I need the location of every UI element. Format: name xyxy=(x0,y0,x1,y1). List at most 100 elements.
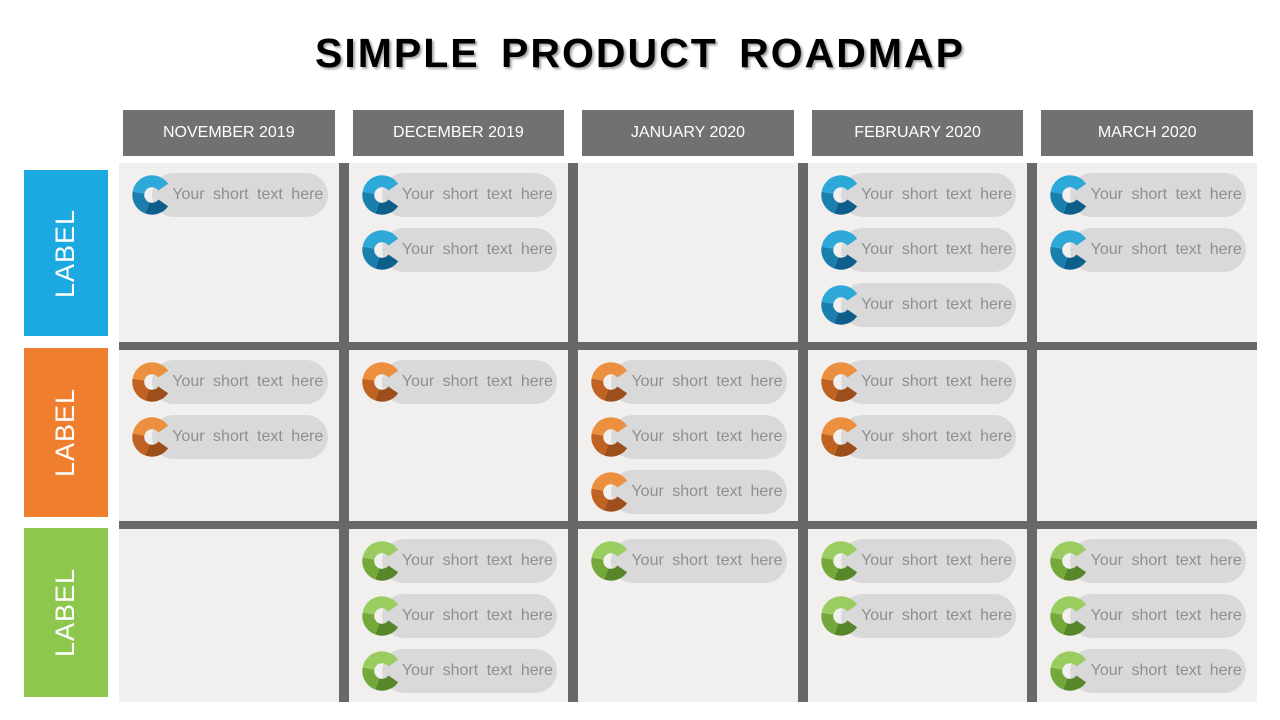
roadmap-item[interactable]: Your short text here xyxy=(819,173,1017,217)
item-text: Your short text here xyxy=(401,186,553,203)
item-text: Your short text here xyxy=(861,296,1013,313)
roadmap-item[interactable]: Your short text here xyxy=(819,228,1017,272)
grid-cell-row3-col5: Your short text here Your short text here… xyxy=(1037,529,1257,702)
roadmap-item[interactable]: Your short text here xyxy=(819,283,1017,327)
item-text: Your short text here xyxy=(1090,241,1242,258)
item-text: Your short text here xyxy=(861,552,1013,569)
crescent-icon xyxy=(360,594,404,638)
crescent-icon xyxy=(589,360,633,404)
item-text: Your short text here xyxy=(401,241,553,258)
grid-cell-row1-col4: Your short text here Your short text here… xyxy=(807,163,1028,342)
roadmap-item[interactable]: Your short text here xyxy=(1048,228,1246,272)
row-label-orange[interactable]: LABEL xyxy=(24,348,108,517)
item-pill[interactable]: Your short text here xyxy=(152,415,328,459)
column-header-2: DECEMBER 2019 xyxy=(352,110,565,156)
row-label-green[interactable]: LABEL xyxy=(24,528,108,697)
crescent-icon xyxy=(589,415,633,459)
roadmap-item[interactable]: Your short text here xyxy=(589,360,787,404)
crescent-icon xyxy=(360,649,404,693)
roadmap-item[interactable]: Your short text here xyxy=(1048,539,1246,583)
crescent-icon xyxy=(1048,173,1092,217)
grid-cell-row2-col1: Your short text here Your short text here xyxy=(119,350,339,521)
roadmap-item[interactable]: Your short text here xyxy=(1048,649,1246,693)
item-pill[interactable]: Your short text here xyxy=(611,360,787,404)
roadmap-item[interactable]: Your short text here xyxy=(130,173,328,217)
crescent-icon xyxy=(819,228,863,272)
row-label-blue[interactable]: LABEL xyxy=(24,170,108,336)
column-headers-row: NOVEMBER 2019 DECEMBER 2019 JANUARY 2020 FE… xyxy=(119,110,1257,156)
roadmap-item[interactable]: Your short text here xyxy=(819,539,1017,583)
roadmap-item[interactable]: Your short text here xyxy=(360,228,558,272)
item-pill[interactable]: Your short text here xyxy=(381,173,558,217)
grid-cell-row3-col3: Your short text here xyxy=(578,529,798,702)
item-text: Your short text here xyxy=(861,373,1013,390)
slide-title: SIMPLE PRODUCT ROADMAP xyxy=(315,30,965,76)
crescent-icon xyxy=(1048,539,1092,583)
item-pill[interactable]: Your short text here xyxy=(840,228,1017,272)
item-pill[interactable]: Your short text here xyxy=(840,283,1017,327)
grid-cell-row3-col1 xyxy=(119,529,339,702)
item-text: Your short text here xyxy=(172,186,324,203)
column-header-label: MARCH 2020 xyxy=(1097,124,1197,141)
crescent-icon xyxy=(819,539,863,583)
item-pill[interactable]: Your short text here xyxy=(840,173,1017,217)
column-header-label: FEBRUARY 2020 xyxy=(854,124,981,141)
item-pill[interactable]: Your short text here xyxy=(152,360,328,404)
item-pill[interactable]: Your short text here xyxy=(381,649,558,693)
item-pill[interactable]: Your short text here xyxy=(1070,539,1246,583)
crescent-icon xyxy=(1048,649,1092,693)
column-header-label: NOVEMBER 2019 xyxy=(162,124,295,141)
roadmap-item[interactable]: Your short text here xyxy=(819,594,1017,638)
crescent-icon xyxy=(130,173,174,217)
item-text: Your short text here xyxy=(631,373,783,390)
roadmap-item[interactable]: Your short text here xyxy=(360,173,558,217)
roadmap-item[interactable]: Your short text here xyxy=(360,539,558,583)
grid-cell-row2-col2: Your short text here xyxy=(348,350,569,521)
item-pill[interactable]: Your short text here xyxy=(840,594,1017,638)
roadmap-item[interactable]: Your short text here xyxy=(819,415,1017,459)
item-pill[interactable]: Your short text here xyxy=(381,539,558,583)
item-pill[interactable]: Your short text here xyxy=(1070,228,1246,272)
item-pill[interactable]: Your short text here xyxy=(840,360,1017,404)
column-header-label: DECEMBER 2019 xyxy=(393,124,524,141)
roadmap-item[interactable]: Your short text here xyxy=(589,470,787,514)
item-pill[interactable]: Your short text here xyxy=(1070,649,1246,693)
grid-cell-row1-col5: Your short text here Your short text here xyxy=(1037,163,1257,342)
item-pill[interactable]: Your short text here xyxy=(1070,594,1246,638)
roadmap-item[interactable]: Your short text here xyxy=(819,360,1017,404)
roadmap-item[interactable]: Your short text here xyxy=(130,360,328,404)
crescent-icon xyxy=(819,415,863,459)
item-pill[interactable]: Your short text here xyxy=(611,539,787,583)
item-text: Your short text here xyxy=(861,241,1013,258)
item-pill[interactable]: Your short text here xyxy=(611,415,787,459)
roadmap-item[interactable]: Your short text here xyxy=(1048,173,1246,217)
roadmap-grid: Your short text here Your short text here… xyxy=(119,163,1257,702)
crescent-icon xyxy=(360,228,404,272)
item-text: Your short text here xyxy=(1090,186,1242,203)
crescent-icon xyxy=(360,173,404,217)
roadmap-item[interactable]: Your short text here xyxy=(360,594,558,638)
item-pill[interactable]: Your short text here xyxy=(840,415,1017,459)
crescent-icon xyxy=(360,360,404,404)
crescent-icon xyxy=(819,173,863,217)
row-label-text: LABEL xyxy=(50,208,81,298)
item-pill[interactable]: Your short text here xyxy=(381,594,558,638)
roadmap-item[interactable]: Your short text here xyxy=(1048,594,1246,638)
item-pill[interactable]: Your short text here xyxy=(611,470,787,514)
crescent-icon xyxy=(819,283,863,327)
column-header-5: MARCH 2020 xyxy=(1041,110,1253,156)
roadmap-item[interactable]: Your short text here xyxy=(130,415,328,459)
item-text: Your short text here xyxy=(631,428,783,445)
item-text: Your short text here xyxy=(401,662,553,679)
item-pill[interactable]: Your short text here xyxy=(840,539,1017,583)
item-pill[interactable]: Your short text here xyxy=(381,228,558,272)
item-text: Your short text here xyxy=(1090,552,1242,569)
roadmap-item[interactable]: Your short text here xyxy=(589,415,787,459)
roadmap-item[interactable]: Your short text here xyxy=(589,539,787,583)
item-pill[interactable]: Your short text here xyxy=(381,360,558,404)
item-pill[interactable]: Your short text here xyxy=(152,173,328,217)
item-pill[interactable]: Your short text here xyxy=(1070,173,1246,217)
roadmap-item[interactable]: Your short text here xyxy=(360,360,558,404)
crescent-icon xyxy=(130,360,174,404)
roadmap-item[interactable]: Your short text here xyxy=(360,649,558,693)
